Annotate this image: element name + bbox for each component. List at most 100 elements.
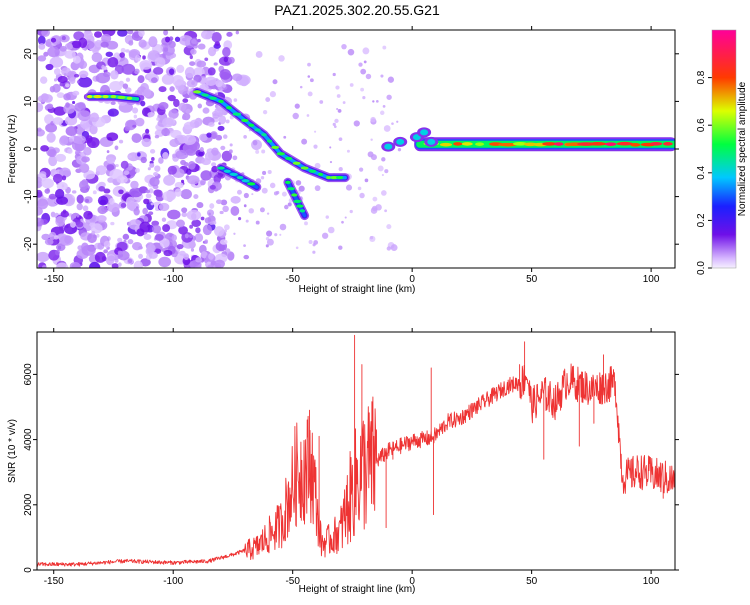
noise-blob [220, 199, 228, 206]
noise-blob [161, 128, 170, 137]
noise-blob [165, 36, 171, 43]
noise-blob [187, 160, 196, 170]
noise-blob [147, 111, 155, 118]
carrier-peak [542, 142, 557, 146]
noise-blob [386, 224, 392, 230]
noise-blob [151, 220, 160, 227]
noise-blob [383, 125, 391, 132]
noise-blob [138, 253, 143, 259]
noise-blob [185, 168, 192, 175]
noise-blob [386, 94, 392, 100]
noise-blob [47, 46, 60, 58]
noise-blob [38, 43, 46, 50]
noise-blob [162, 152, 169, 160]
noise-blob [101, 33, 112, 44]
noise-blob [230, 205, 240, 216]
noise-blob [307, 62, 311, 67]
heatmap-feature-layer [85, 87, 675, 221]
noise-blob [156, 117, 160, 121]
noise-blob [233, 232, 236, 235]
branch-peak [223, 169, 231, 173]
noise-blob [37, 127, 42, 132]
noise-blob [370, 116, 376, 123]
branch-peak [292, 161, 301, 165]
noise-blob [132, 107, 139, 114]
noise-blob [381, 173, 384, 177]
noise-blob [76, 203, 83, 211]
noise-blob [313, 240, 319, 245]
x-tick-label: -150 [44, 274, 64, 285]
noise-blob [174, 181, 184, 189]
noise-blob [61, 35, 66, 41]
branch-peak [102, 95, 109, 99]
noise-blob [357, 186, 362, 191]
noise-blob [42, 265, 47, 268]
noise-blob [37, 189, 43, 198]
noise-blob [74, 102, 86, 112]
noise-blob [78, 163, 90, 174]
noise-blob [188, 234, 194, 239]
noise-blob [64, 115, 78, 126]
noise-blob [209, 221, 214, 225]
noise-blob [95, 72, 111, 84]
noise-blob [186, 79, 198, 88]
noise-blob [193, 67, 205, 78]
noise-blob [182, 115, 187, 120]
noise-blob [117, 237, 123, 243]
noise-blob [64, 50, 76, 59]
noise-blob [377, 165, 384, 172]
noise-blob [183, 134, 197, 145]
noise-blob [211, 165, 219, 173]
noise-blob [358, 62, 363, 67]
branch-peak [266, 139, 273, 143]
noise-blob [211, 147, 219, 156]
noise-blob [45, 63, 54, 71]
noise-blob [127, 258, 133, 264]
noise-blob [37, 102, 44, 113]
noise-blob [204, 259, 208, 264]
noise-blob [73, 73, 80, 78]
noise-blob [37, 198, 49, 210]
noise-blob [360, 68, 367, 75]
snr-y-axis-label: SNR (10 * v/v) [7, 419, 18, 483]
noise-blob [150, 77, 158, 84]
noise-blob [107, 57, 119, 68]
noise-blob [143, 233, 152, 240]
noise-blob [294, 103, 300, 109]
noise-blob [219, 239, 228, 245]
noise-blob [65, 83, 70, 88]
noise-blob [201, 30, 213, 40]
carrier-peak [630, 143, 641, 147]
noise-blob [69, 261, 81, 268]
noise-blob [135, 168, 140, 173]
noise-blob [162, 191, 177, 202]
noise-blob [381, 157, 386, 162]
noise-blob [131, 133, 142, 143]
noise-blob [194, 233, 204, 243]
noise-blob [153, 67, 164, 75]
noise-blob [118, 189, 124, 195]
noise-blob [77, 76, 93, 88]
noise-blob [214, 259, 226, 268]
noise-blob [197, 103, 203, 109]
noise-blob [69, 138, 73, 143]
colorbar-frame [711, 29, 737, 269]
noise-blob [195, 257, 202, 263]
noise-blob [221, 150, 233, 162]
noise-blob [101, 255, 107, 262]
noise-blob [53, 235, 59, 240]
noise-blob [197, 38, 201, 43]
carrier-peak [475, 142, 485, 146]
noise-blob [145, 128, 150, 134]
noise-blob [103, 249, 108, 254]
noise-blob [69, 76, 76, 85]
noise-blob [131, 241, 143, 251]
noise-blob [55, 188, 65, 199]
noise-blob [127, 30, 134, 35]
noise-blob [168, 109, 179, 119]
noise-blob [189, 119, 201, 129]
noise-blob [341, 220, 344, 224]
noise-blob [76, 80, 80, 84]
noise-blob [59, 226, 64, 231]
noise-blob [372, 196, 378, 202]
